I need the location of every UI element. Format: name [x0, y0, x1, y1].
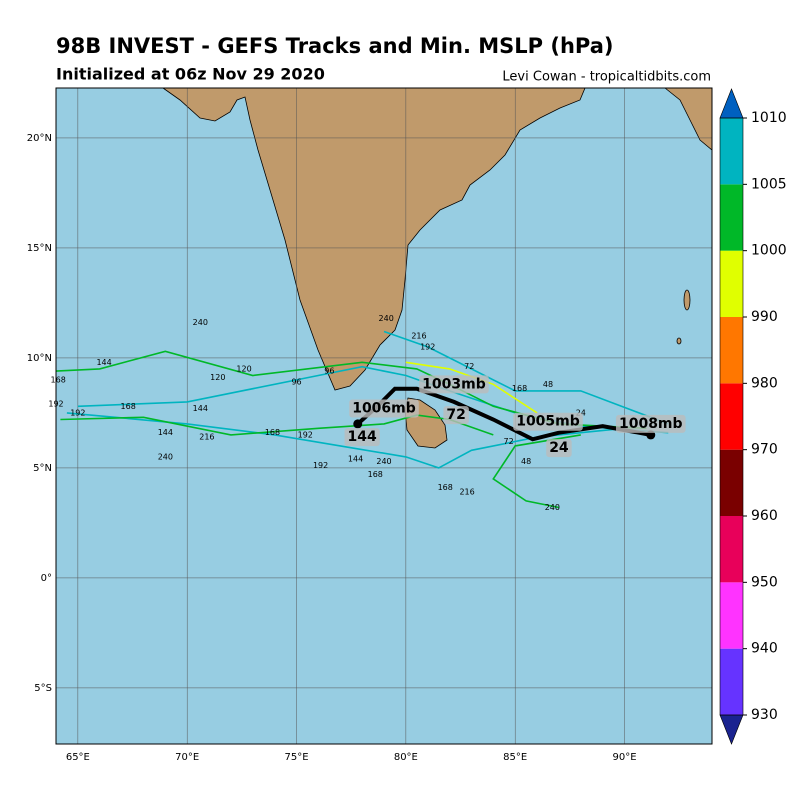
track-label-bg: [615, 414, 686, 433]
colorbar-bin: [720, 449, 743, 516]
hour-label: 192: [70, 408, 85, 417]
track-label: 144: [348, 429, 377, 445]
colorbar-bin: [720, 118, 743, 185]
track-label-bg: [349, 399, 419, 418]
hour-label: 168: [438, 483, 453, 492]
hour-label: 144: [158, 428, 173, 437]
lat-tick-label: 15°N: [27, 243, 52, 254]
hour-label: 168: [265, 428, 280, 437]
member-track: [383, 330, 669, 425]
hour-label: 144: [96, 358, 111, 367]
colorbar-tick-label: 1005: [751, 176, 787, 192]
track-label-bg: [419, 375, 489, 394]
hour-label: 48: [521, 457, 531, 466]
colorbar-tick-label: 1010: [751, 110, 787, 126]
hour-label: 144: [348, 455, 363, 464]
colorbar-bin: [720, 648, 743, 715]
hour-label: 192: [313, 461, 328, 470]
hour-label: 192: [420, 342, 435, 351]
colorbar-bin: [720, 250, 743, 317]
nicobar: [676, 337, 682, 345]
hour-label: 168: [51, 375, 66, 384]
colorbar-tick-label: 960: [751, 508, 778, 524]
hour-label: 96: [291, 378, 301, 387]
colorbar-tick-label: 990: [751, 309, 778, 325]
hour-label: 216: [411, 331, 426, 340]
hour-label: 168: [368, 470, 383, 479]
hour-label: 48: [543, 380, 553, 389]
hour-label: 240: [193, 318, 208, 327]
lat-tick-label: 10°N: [27, 353, 52, 364]
hour-label: 240: [545, 503, 560, 512]
hour-label: 72: [464, 362, 474, 371]
lat-tick-label: 5°N: [33, 463, 52, 474]
track-label-bg: [344, 428, 380, 447]
track-label: 24: [549, 440, 569, 456]
member-track: [66, 412, 625, 469]
track-label-bg: [513, 412, 583, 431]
hour-label: 168: [512, 384, 527, 393]
frame: [55, 87, 713, 745]
lat-tick-label: 0°: [41, 573, 52, 584]
lat-tick-label: 20°N: [27, 133, 52, 144]
subtitle: Initialized at 06z Nov 29 2020: [56, 65, 325, 84]
track-label: 1008mb: [619, 416, 683, 432]
hour-label: 72: [504, 437, 514, 446]
tracks: 240 144 168 192 192 168 144 144 216 240 168 192 192 1…: [48, 314, 686, 512]
hour-label: 216: [199, 433, 214, 442]
colorbar-under: [719, 714, 744, 745]
hour-label: 96: [324, 367, 334, 376]
lat-tick-label: 5°S: [34, 683, 52, 694]
lon-tick-label: 65°E: [66, 752, 90, 763]
hour-label: 192: [298, 430, 313, 439]
lon-tick-label: 85°E: [503, 752, 527, 763]
lon-tick-label: 70°E: [175, 752, 199, 763]
hour-label: 240: [158, 452, 173, 461]
member-track: [492, 434, 581, 509]
track-label: 1006mb: [352, 401, 416, 417]
colorbar-over: [719, 88, 744, 119]
hour-label: 144: [193, 404, 208, 413]
track-label: 72: [446, 407, 465, 423]
hour-label: 240: [376, 457, 391, 466]
track-label-bg: [443, 406, 469, 425]
track-label: 1005mb: [516, 414, 580, 430]
colorbar-frame: [719, 117, 744, 716]
andaman: [683, 289, 691, 311]
hour-label: 120: [210, 373, 225, 382]
colorbar-bin: [720, 582, 743, 649]
colorbar-bin: [720, 383, 743, 450]
credit: Levi Cowan - tropicaltidbits.com: [502, 70, 711, 85]
hour-label: 216: [459, 488, 474, 497]
hour-label: 240: [379, 314, 394, 323]
colorbar-bin: [720, 516, 743, 583]
colorbar-tick-label: 1000: [751, 243, 787, 259]
colorbar-tick-label: 930: [751, 707, 778, 723]
colorbar-bin: [720, 184, 743, 251]
track-label: 1003mb: [422, 376, 486, 392]
hour-label: 120: [236, 364, 251, 373]
hour-label: 168: [121, 402, 136, 411]
colorbar: 930 940 950 960 970 980 990 1000 1005 1010: [719, 88, 787, 745]
track-label-bg: [546, 439, 572, 458]
title: 98B INVEST - GEFS Tracks and Min. MSLP (…: [56, 34, 614, 58]
colorbar-bin: [720, 317, 743, 384]
lon-tick-label: 75°E: [285, 752, 309, 763]
colorbar-tick-label: 980: [751, 375, 778, 391]
lon-tick-label: 80°E: [394, 752, 418, 763]
colorbar-tick-label: 950: [751, 574, 778, 590]
track-point: [353, 419, 363, 429]
grid: 65°E 70°E 75°E 80°E 85°E 90°E 5°S 0° 5°N 10°N 15°N…: [27, 88, 712, 763]
colorbar-tick-label: 940: [751, 641, 778, 657]
colorbar-tick-label: 970: [751, 442, 778, 458]
lon-tick-label: 90°E: [613, 752, 637, 763]
